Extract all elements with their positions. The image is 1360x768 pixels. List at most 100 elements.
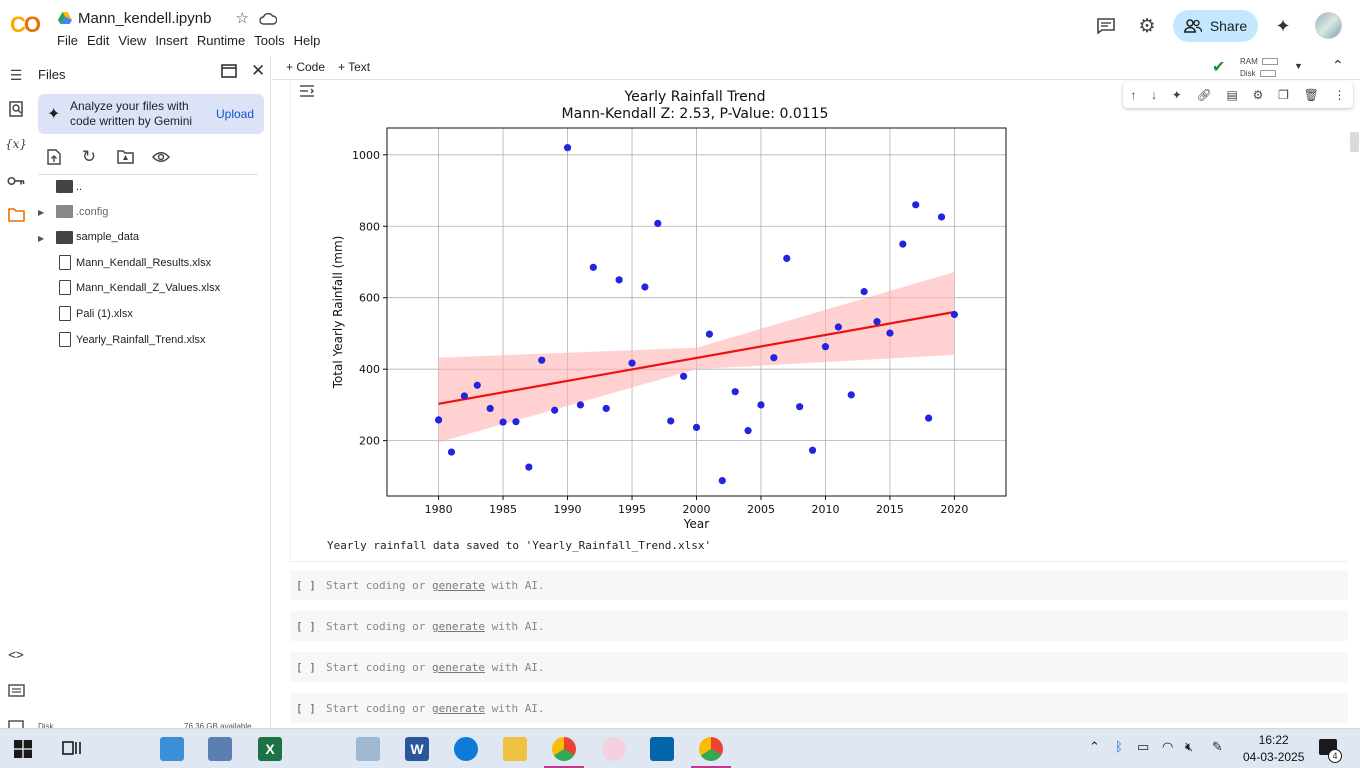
remote-desktop-app-icon[interactable] bbox=[208, 737, 232, 761]
generate-link[interactable]: generate bbox=[431, 620, 485, 633]
empty-code-cell[interactable]: [ ] Start coding or generate with AI. bbox=[290, 652, 1348, 682]
ram-disk-meter[interactable]: RAM Disk bbox=[1240, 56, 1278, 80]
taskbar-clock[interactable]: 16:22 04-03-2025 bbox=[1243, 732, 1304, 766]
empty-code-cell[interactable]: [ ] Start coding or generate with AI. bbox=[290, 693, 1348, 723]
secrets-key-icon[interactable] bbox=[7, 172, 25, 190]
word-app-icon[interactable]: W bbox=[405, 737, 429, 761]
cell-run-bracket[interactable]: [ ] bbox=[296, 702, 316, 715]
menu-help[interactable]: Help bbox=[293, 33, 321, 48]
data-point bbox=[899, 240, 907, 248]
cell-run-bracket[interactable]: [ ] bbox=[296, 620, 316, 633]
share-button[interactable]: Share bbox=[1173, 10, 1258, 42]
chevron-right-icon[interactable]: ▶ bbox=[38, 234, 45, 243]
variables-icon[interactable]: {x} bbox=[4, 137, 28, 151]
close-panel-icon[interactable]: ✕ bbox=[251, 61, 266, 80]
notebook-name[interactable]: Mann_kendell.ipynb bbox=[78, 9, 212, 27]
generate-link[interactable]: generate bbox=[431, 702, 485, 715]
output-toggle-icon[interactable] bbox=[299, 84, 315, 103]
data-point bbox=[886, 329, 894, 337]
user-avatar[interactable] bbox=[1315, 12, 1342, 39]
comments-icon[interactable] bbox=[1094, 14, 1118, 38]
chrome-browser-icon[interactable] bbox=[552, 737, 576, 761]
delete-icon[interactable]: 🗑︎ bbox=[1303, 88, 1319, 102]
scrollbar-thumb[interactable] bbox=[1350, 132, 1359, 152]
add-code-button[interactable]: + Code bbox=[286, 60, 326, 74]
battery-icon[interactable]: ▭ bbox=[1137, 739, 1150, 754]
output-saved-message: Yearly rainfall data saved to 'Yearly_Ra… bbox=[327, 539, 712, 552]
star-icon[interactable]: ☆ bbox=[235, 10, 249, 27]
cloud-saved-icon[interactable] bbox=[259, 12, 277, 25]
show-hidden-files-eye-icon[interactable] bbox=[152, 148, 170, 166]
files-folder-icon[interactable] bbox=[7, 206, 25, 224]
mount-drive-icon[interactable] bbox=[116, 148, 134, 166]
mirror-cell-icon[interactable]: ❐ bbox=[1278, 88, 1289, 102]
file-item-mk-results[interactable]: Mann_Kendall_Results.xlsx bbox=[76, 257, 212, 269]
cell-actions-toolbar: ↑ ↓ ✦ 🔗︎ ▤ ⚙ ❐ 🗑︎ ⋮ bbox=[1123, 82, 1353, 108]
chrome-profile-icon[interactable] bbox=[699, 737, 723, 761]
connected-check-icon[interactable]: ✔ bbox=[1212, 59, 1226, 76]
file-item-config[interactable]: .config bbox=[76, 206, 109, 218]
settings-gear-icon[interactable]: ⚙ bbox=[1138, 15, 1156, 37]
menu-insert[interactable]: Insert bbox=[155, 33, 188, 48]
more-options-icon[interactable]: ⋮ bbox=[1333, 88, 1346, 102]
data-points bbox=[434, 144, 959, 485]
gemini-sparkle-icon[interactable]: ✦ bbox=[1171, 88, 1182, 102]
cell-run-bracket[interactable]: [ ] bbox=[296, 661, 316, 674]
windows-start-icon[interactable] bbox=[14, 740, 32, 763]
runtime-dropdown-icon[interactable]: ▼ bbox=[1294, 61, 1303, 71]
table-of-contents-icon[interactable]: ☰ bbox=[9, 66, 23, 83]
volume-muted-icon[interactable]: 🔇︎ bbox=[1185, 739, 1194, 754]
task-view-icon[interactable] bbox=[62, 739, 82, 762]
chevron-up-icon[interactable]: ⌃ bbox=[1089, 739, 1100, 754]
command-palette-icon[interactable] bbox=[7, 681, 25, 699]
empty-code-cell[interactable]: [ ] Start coding or generate with AI. bbox=[290, 570, 1348, 600]
upload-link[interactable]: Upload bbox=[216, 107, 255, 121]
generate-link[interactable]: generate bbox=[431, 661, 485, 674]
y-axis-label: Total Yearly Rainfall (mm) bbox=[331, 236, 345, 390]
cell-run-bracket[interactable]: [ ] bbox=[296, 579, 316, 592]
file-item-pali[interactable]: Pali (1).xlsx bbox=[76, 308, 133, 320]
ram-label: RAM bbox=[1240, 57, 1258, 66]
file-explorer-icon[interactable] bbox=[503, 737, 527, 761]
file-item-yearly-rainfall[interactable]: Yearly_Rainfall_Trend.xlsx bbox=[76, 334, 206, 346]
chevron-right-icon[interactable]: ▶ bbox=[38, 208, 45, 217]
comment-icon[interactable]: ▤ bbox=[1226, 88, 1238, 102]
move-down-icon[interactable]: ↓ bbox=[1151, 88, 1158, 102]
colab-logo[interactable]: CO bbox=[10, 12, 41, 37]
empty-code-cell[interactable]: [ ] Start coding or generate with AI. bbox=[290, 611, 1348, 641]
file-item-parent[interactable]: .. bbox=[76, 181, 83, 193]
link-icon[interactable]: 🔗︎ bbox=[1196, 88, 1212, 102]
snipping-tool-icon[interactable] bbox=[602, 737, 626, 761]
refresh-icon[interactable]: ↻ bbox=[81, 147, 97, 166]
menu-tools[interactable]: Tools bbox=[254, 33, 285, 48]
gemini-sparkle-icon[interactable]: ✦ bbox=[1275, 15, 1291, 36]
files-divider bbox=[38, 174, 258, 175]
add-text-button[interactable]: + Text bbox=[338, 60, 371, 74]
y-tick-label: 800 bbox=[359, 220, 380, 233]
notepad-app-icon[interactable] bbox=[356, 737, 380, 761]
menu-file[interactable]: File bbox=[57, 33, 78, 48]
edge-browser-icon[interactable] bbox=[454, 737, 478, 761]
windows-taskbar: X W ⌃ ᛒ ▭ ◠ 🔇︎ ✎ 16:22 04-03-2025 4 bbox=[0, 728, 1360, 768]
find-replace-icon[interactable] bbox=[7, 100, 25, 118]
pen-icon[interactable]: ✎ bbox=[1212, 739, 1223, 754]
file-item-mk-z-values[interactable]: Mann_Kendall_Z_Values.xlsx bbox=[76, 282, 221, 294]
file-item-sample-data[interactable]: sample_data bbox=[76, 231, 139, 243]
control-panel-app-icon[interactable] bbox=[160, 737, 184, 761]
vscode-app-icon[interactable] bbox=[650, 737, 674, 761]
cell-settings-icon[interactable]: ⚙ bbox=[1252, 88, 1264, 102]
chevron-up-icon[interactable]: ⌃ bbox=[1332, 57, 1344, 73]
move-up-icon[interactable]: ↑ bbox=[1130, 88, 1137, 102]
wifi-icon[interactable]: ◠ bbox=[1162, 739, 1174, 754]
terminal-icon[interactable] bbox=[7, 716, 25, 734]
menu-view[interactable]: View bbox=[118, 33, 147, 48]
disk-available: 76.36 GB available bbox=[184, 722, 252, 728]
menu-runtime[interactable]: Runtime bbox=[196, 33, 246, 48]
code-snippets-icon[interactable]: <> bbox=[8, 647, 24, 663]
upload-file-icon[interactable] bbox=[45, 148, 63, 166]
menu-edit[interactable]: Edit bbox=[86, 33, 110, 48]
excel-app-icon[interactable]: X bbox=[258, 737, 282, 761]
bluetooth-icon[interactable]: ᛒ bbox=[1115, 739, 1123, 754]
open-in-tab-icon[interactable] bbox=[221, 64, 237, 83]
generate-link[interactable]: generate bbox=[431, 579, 485, 592]
